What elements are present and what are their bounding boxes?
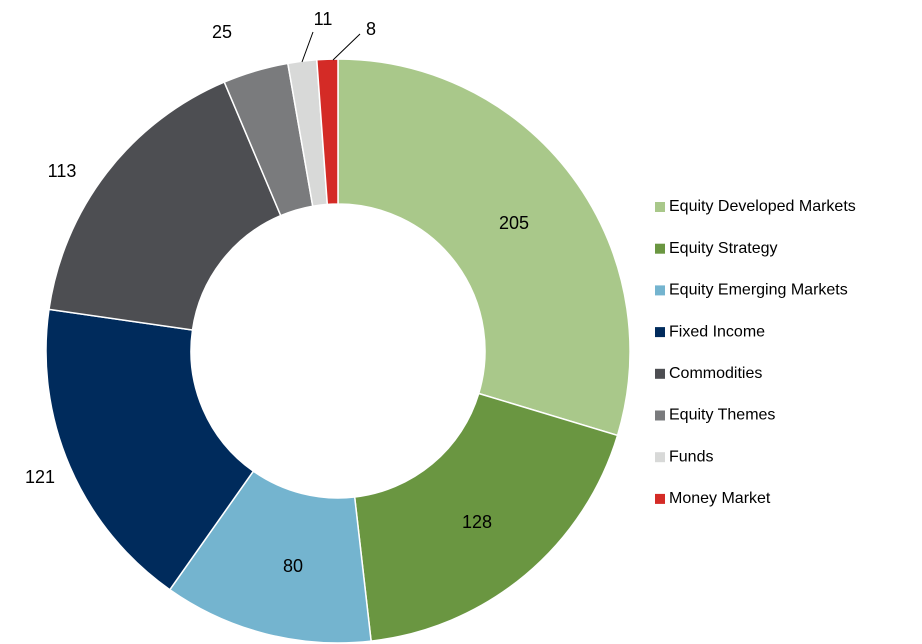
data-label: 128 [462,512,492,532]
donut-segment [45,308,255,591]
legend-swatch [655,202,665,212]
legend-label: Equity Strategy [669,240,778,257]
legend-swatch [655,327,665,338]
legend-label: Money Market [669,490,771,507]
legend-swatch [655,493,665,504]
legend-label: Commodities [669,365,762,382]
legend-label: Fixed Income [669,323,765,340]
legend-swatch [655,368,665,379]
data-label: 11 [314,9,333,29]
data-label: 80 [283,556,303,576]
donut-segment [353,392,619,642]
leader-line [301,31,314,63]
donut-segment [315,58,339,206]
leader-line [332,33,361,61]
data-label: 121 [25,467,55,487]
legend-label: Equity Developed Markets [669,198,856,215]
data-label: 113 [48,161,77,181]
legend-label: Equity Emerging Markets [669,282,848,299]
data-label: 25 [212,22,232,42]
data-label: 205 [499,213,529,233]
legend-label: Funds [669,448,713,465]
legend-swatch [655,410,665,421]
donut-segment [48,81,282,331]
donut-segment [337,58,631,437]
data-label: 8 [366,19,376,39]
legend-swatch [655,285,665,296]
legend-label: Equity Themes [669,407,775,424]
legend-swatch [655,243,665,254]
legend-swatch [655,452,665,463]
